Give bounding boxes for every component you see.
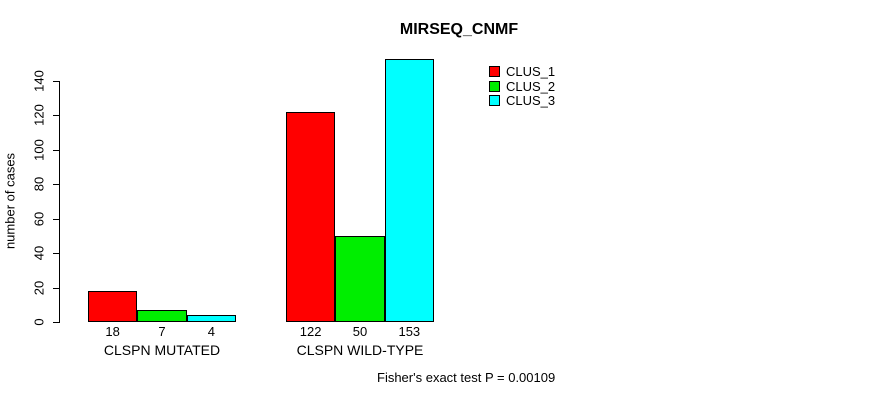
legend-label: CLUS_3 <box>506 93 556 109</box>
y-axis-tick-label: 0 <box>31 318 47 326</box>
legend-item: CLUS_2 <box>489 79 555 94</box>
y-axis-tick-label: 120 <box>31 104 47 127</box>
y-axis-tick <box>53 184 59 186</box>
bar-clus_3-2 <box>384 58 434 322</box>
bar-value-label: 7 <box>158 324 166 339</box>
bar-value-label: 153 <box>398 324 421 339</box>
y-axis-tick-label: 40 <box>31 245 47 261</box>
y-axis-tick <box>53 81 59 82</box>
y-axis-title: number of cases <box>2 152 18 250</box>
bar-clus_1-1 <box>88 291 138 322</box>
legend-swatch-clus_1 <box>489 66 500 77</box>
bar-value-label: 122 <box>299 324 322 339</box>
legend-swatch-clus_3 <box>489 95 500 107</box>
y-axis-tick <box>53 149 59 151</box>
legend-swatch-clus_2 <box>489 80 500 92</box>
bar-value-label: 50 <box>352 324 368 339</box>
y-axis-tick-label: 20 <box>31 280 47 295</box>
y-axis-tick <box>53 322 59 323</box>
bar-value-label: 18 <box>105 324 120 339</box>
bar-clus_2-2 <box>335 235 385 322</box>
legend-label: CLUS_1 <box>506 64 556 79</box>
y-axis-tick <box>53 115 59 117</box>
legend-item: CLUS_3 <box>489 93 555 108</box>
bar-value-label: 4 <box>207 324 215 339</box>
bar-clus_3-1 <box>186 315 236 322</box>
y-axis-tick-label: 100 <box>31 138 47 161</box>
legend-label: CLUS_2 <box>506 78 556 94</box>
y-axis-line <box>59 81 60 323</box>
fisher-test-annotation: Fisher's exact test P = 0.00109 <box>377 370 556 385</box>
y-axis-tick-label: 140 <box>31 70 47 92</box>
category-label: CLSPN WILD-TYPE <box>296 342 424 358</box>
y-axis-tick-label: 60 <box>31 211 47 226</box>
y-axis-tick <box>53 287 59 289</box>
y-axis-tick-label: 80 <box>31 177 47 192</box>
legend-item: CLUS_1 <box>489 64 555 79</box>
y-axis-tick <box>53 253 59 255</box>
bar-clus_1-2 <box>286 111 336 322</box>
y-axis-tick <box>53 218 59 220</box>
chart-title: MIRSEQ_CNMF <box>399 21 519 38</box>
category-label: CLSPN MUTATED <box>103 342 221 358</box>
bar-clus_2-1 <box>137 309 187 322</box>
